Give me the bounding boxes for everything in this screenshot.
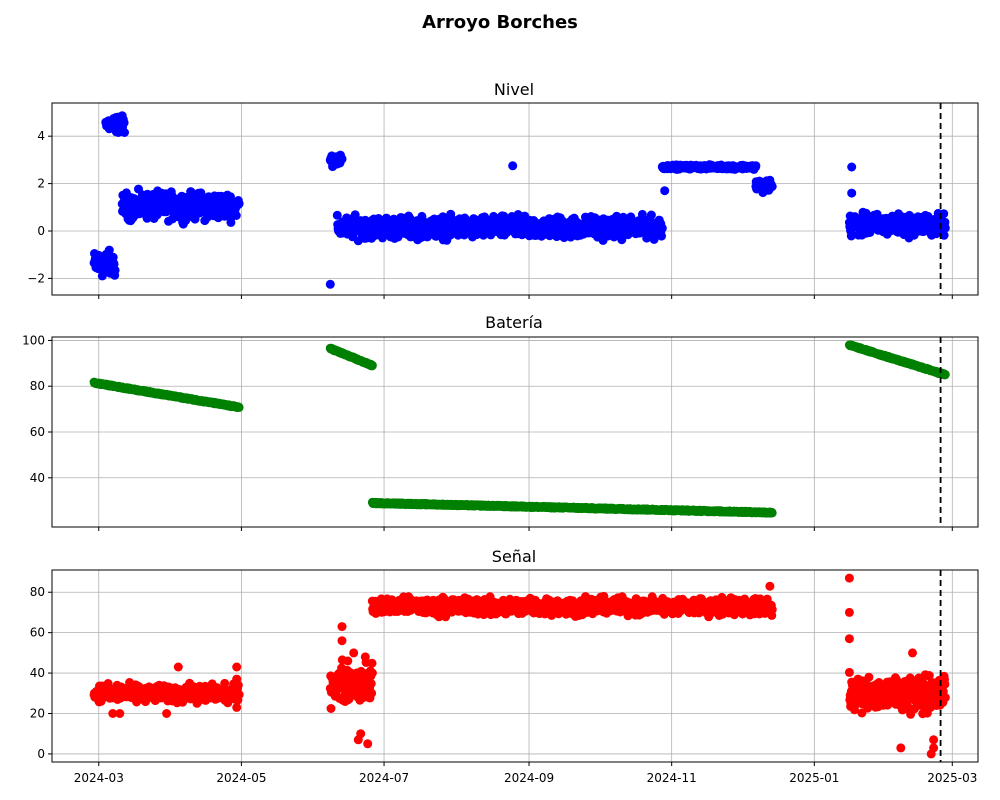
data-point — [657, 231, 666, 241]
panel-title-bateria: Batería — [485, 313, 543, 332]
y-tick-label: 2 — [37, 177, 45, 191]
data-point — [657, 223, 667, 233]
y-tick-label: 60 — [30, 425, 45, 439]
data-point — [366, 679, 376, 689]
data-points-nivel — [89, 111, 950, 289]
data-point — [847, 162, 857, 172]
y-tick-label: 0 — [37, 224, 45, 238]
y-tick-label: 100 — [22, 333, 45, 347]
data-point — [234, 199, 244, 209]
panel-nivel: Nivel −2 0 2 4 — [27, 80, 979, 299]
data-point — [119, 118, 129, 128]
data-point — [646, 210, 656, 220]
data-point — [343, 656, 353, 666]
data-point — [940, 370, 950, 379]
data-point — [367, 658, 377, 668]
data-point — [326, 704, 336, 713]
data-point — [367, 668, 377, 678]
figure-title: Arroyo Borches — [422, 12, 578, 33]
data-point — [767, 508, 777, 518]
data-point — [234, 402, 244, 412]
data-point — [332, 210, 342, 220]
y-tick-label: 80 — [30, 379, 45, 393]
data-point — [337, 154, 347, 164]
data-point — [660, 186, 670, 196]
data-point — [767, 182, 777, 191]
data-point — [231, 211, 241, 220]
data-point — [940, 223, 950, 233]
y-tick-label: 4 — [37, 129, 45, 143]
data-points-bateria — [89, 340, 950, 518]
data-point — [367, 360, 377, 370]
panel-title-senal: Señal — [492, 547, 536, 566]
data-point — [637, 209, 647, 219]
data-point — [847, 188, 857, 198]
data-point — [97, 271, 107, 281]
data-points-senal — [89, 573, 950, 759]
data-point — [367, 688, 377, 698]
y-tick-label: 40 — [30, 471, 45, 485]
data-point — [104, 245, 114, 255]
data-point — [751, 161, 761, 171]
panel-title-nivel: Nivel — [494, 80, 534, 99]
y-tick-label: −2 — [27, 271, 45, 285]
data-point — [234, 690, 244, 700]
data-point — [120, 128, 129, 137]
data-point — [508, 161, 518, 171]
data-point — [325, 279, 335, 289]
panel-bateria: Batería 40 60 80 100 — [22, 313, 979, 531]
data-point — [110, 265, 120, 275]
